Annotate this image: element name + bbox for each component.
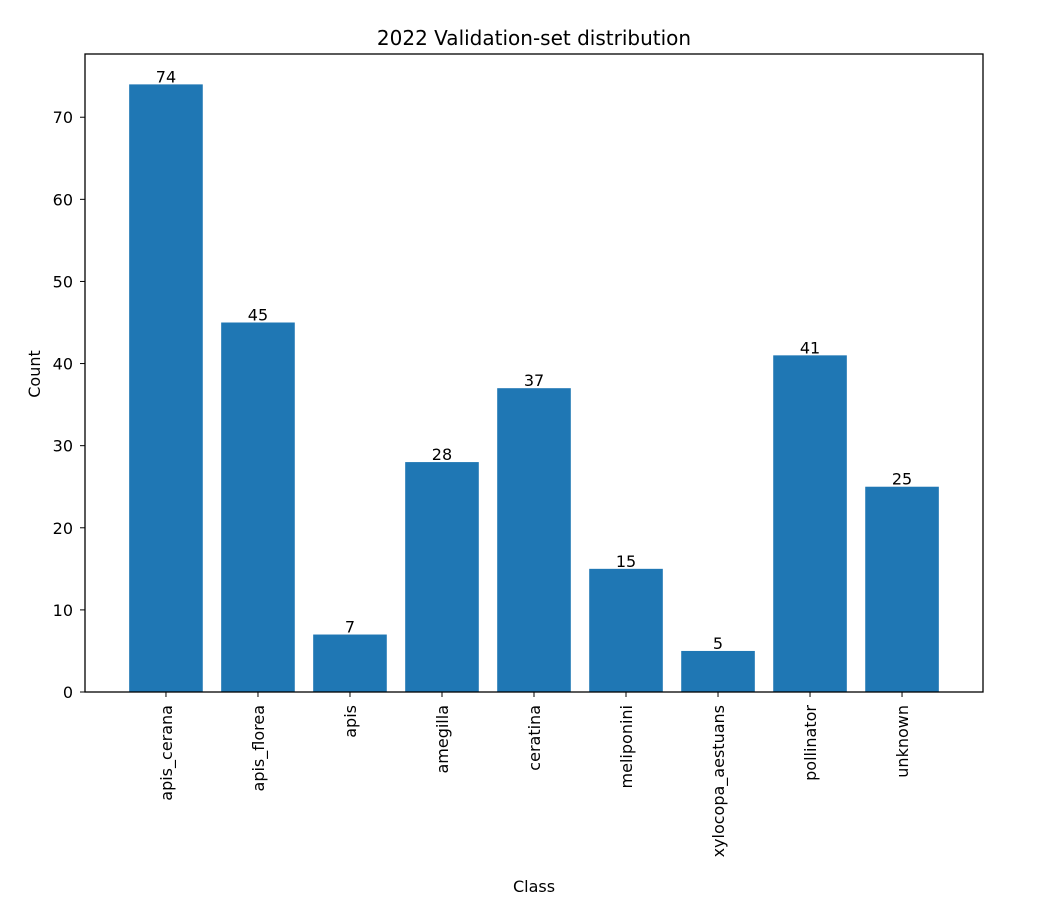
y-axis-label: Count bbox=[25, 350, 44, 398]
x-tick-label: apis_cerana bbox=[157, 705, 177, 801]
x-tick-label: amegilla bbox=[433, 705, 452, 774]
chart-title: 2022 Validation-set distribution bbox=[377, 26, 691, 50]
bar-apis bbox=[313, 634, 387, 692]
x-tick-label: unknown bbox=[893, 705, 912, 778]
bar-value-label: 25 bbox=[892, 470, 912, 489]
bar-meliponini bbox=[589, 568, 663, 692]
bar-apis-florea bbox=[221, 322, 295, 692]
y-tick-label: 50 bbox=[53, 272, 73, 291]
y-tick-label: 40 bbox=[53, 355, 73, 374]
bar-value-label: 15 bbox=[616, 552, 636, 571]
bar-value-label: 41 bbox=[800, 338, 820, 357]
bar-value-label: 37 bbox=[524, 371, 544, 390]
y-tick-label: 30 bbox=[53, 437, 73, 456]
y-tick-label: 20 bbox=[53, 519, 73, 538]
x-axis-ticks: apis_cerana apis_florea apis amegilla cerati… bbox=[157, 692, 912, 857]
x-tick-label: apis_florea bbox=[249, 705, 269, 791]
y-tick-label: 10 bbox=[53, 601, 73, 620]
bar-ceratina bbox=[497, 388, 571, 692]
x-tick-label: apis bbox=[341, 705, 360, 738]
x-tick-label: ceratina bbox=[525, 705, 544, 771]
bar-value-label: 45 bbox=[248, 306, 268, 325]
y-tick-label: 70 bbox=[53, 108, 73, 127]
x-tick-label: meliponini bbox=[617, 705, 636, 788]
x-tick-label: xylocopa_aestuans bbox=[709, 705, 729, 857]
x-tick-label: pollinator bbox=[801, 705, 820, 781]
bar-amegilla bbox=[405, 462, 479, 692]
bar-apis-cerana bbox=[129, 84, 203, 692]
y-tick-label: 60 bbox=[53, 190, 73, 209]
bar-xylocopa-aestuans bbox=[681, 650, 755, 692]
bar-value-label: 28 bbox=[432, 445, 452, 464]
bar-value-label: 74 bbox=[156, 67, 176, 86]
bar-value-label: 5 bbox=[713, 634, 723, 653]
bars-layer bbox=[129, 84, 939, 692]
bar-pollinator bbox=[773, 355, 847, 692]
y-axis-ticks: 0 10 20 30 40 50 60 70 bbox=[53, 108, 85, 702]
x-axis-label: Class bbox=[513, 877, 555, 896]
y-tick-label: 0 bbox=[63, 683, 73, 702]
bar-value-label: 7 bbox=[345, 618, 355, 637]
value-labels-layer: 74 45 7 28 37 15 5 41 25 bbox=[156, 67, 912, 653]
bar-unknown bbox=[865, 486, 939, 692]
plot-frame bbox=[84, 53, 984, 693]
